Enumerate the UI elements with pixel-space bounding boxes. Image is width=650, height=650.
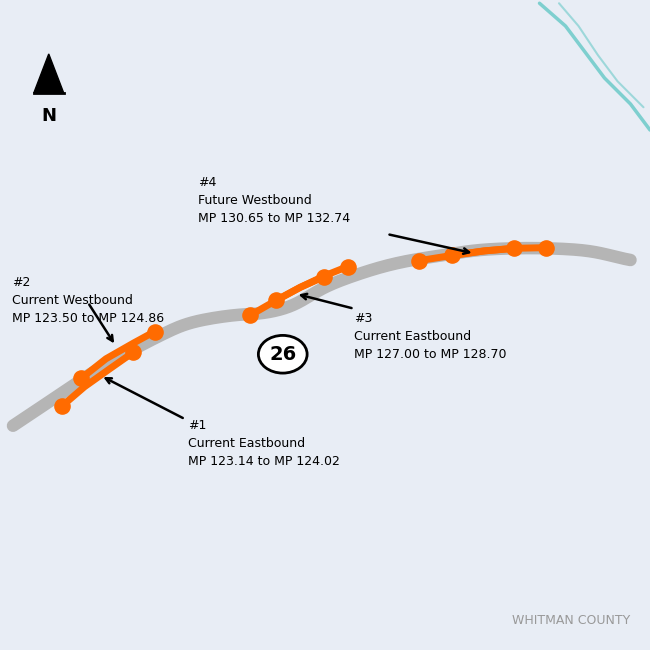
Point <box>318 272 329 282</box>
Point <box>343 261 353 272</box>
Text: WHITMAN COUNTY: WHITMAN COUNTY <box>512 614 630 627</box>
Point <box>76 373 86 384</box>
Text: #3
Current Eastbound
MP 127.00 to MP 128.70: #3 Current Eastbound MP 127.00 to MP 128… <box>354 312 507 361</box>
Text: N: N <box>41 107 57 125</box>
Point <box>541 242 551 253</box>
Point <box>447 250 457 261</box>
Point <box>245 310 255 320</box>
Text: #4
Future Westbound
MP 130.65 to MP 132.74: #4 Future Westbound MP 130.65 to MP 132.… <box>198 176 350 224</box>
Text: #1
Current Eastbound
MP 123.14 to MP 124.02: #1 Current Eastbound MP 123.14 to MP 124… <box>188 419 341 468</box>
Point <box>150 326 160 337</box>
Polygon shape <box>34 54 64 93</box>
Point <box>271 295 281 306</box>
Point <box>508 243 519 254</box>
Point <box>414 255 424 266</box>
Text: 26: 26 <box>269 344 296 364</box>
Point <box>57 401 67 411</box>
Text: #2
Current Westbound
MP 123.50 to MP 124.86: #2 Current Westbound MP 123.50 to MP 124… <box>12 276 164 325</box>
Ellipse shape <box>259 335 307 373</box>
Point <box>128 347 138 358</box>
